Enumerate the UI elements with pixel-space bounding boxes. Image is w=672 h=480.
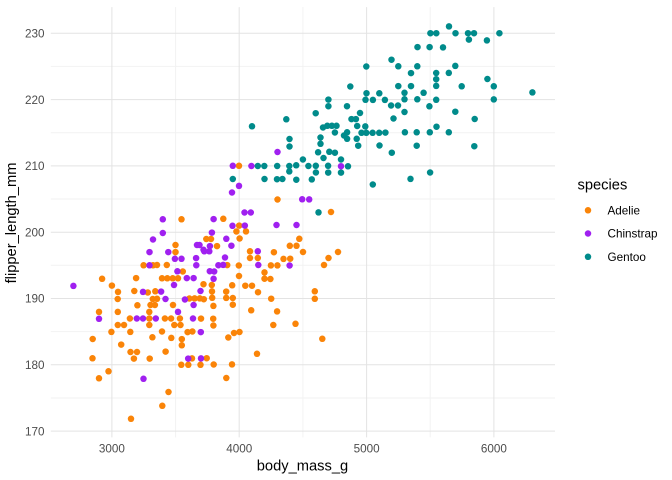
svg-text:Adelie: Adelie [608,205,641,218]
svg-text:species: species [578,178,628,194]
svg-text:Gentoo: Gentoo [608,251,647,264]
svg-text:Chinstrap: Chinstrap [608,228,659,241]
svg-text:6000: 6000 [481,442,508,455]
svg-text:200: 200 [25,226,45,239]
svg-text:flipper_length_mm: flipper_length_mm [4,163,20,284]
svg-text:220: 220 [25,94,45,107]
svg-text:3000: 3000 [99,442,126,455]
svg-text:180: 180 [25,359,45,372]
svg-text:170: 170 [25,425,45,438]
svg-text:5000: 5000 [354,442,381,455]
svg-text:230: 230 [25,28,45,41]
svg-text:190: 190 [25,293,45,306]
svg-text:4000: 4000 [226,442,253,455]
svg-text:body_mass_g: body_mass_g [257,458,348,474]
svg-text:210: 210 [25,160,45,173]
